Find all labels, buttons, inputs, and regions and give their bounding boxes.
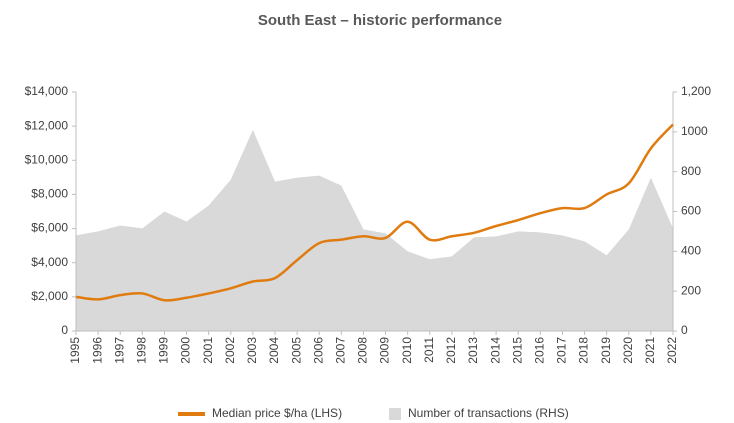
y2-tick-label: 800 <box>681 164 701 178</box>
y-tick-label: $8,000 <box>31 187 68 201</box>
x-tick-label: 2015 <box>510 337 524 364</box>
x-tick-label: 2010 <box>400 337 414 364</box>
x-tick-label: 1997 <box>112 337 126 364</box>
x-tick-label: 2011 <box>422 337 436 363</box>
y-tick-label: $12,000 <box>25 118 69 132</box>
x-tick-label: 1999 <box>157 337 171 364</box>
x-tick-label: 2003 <box>245 337 259 364</box>
chart-title: South East – historic performance <box>258 12 502 29</box>
x-tick-label: 1996 <box>90 337 104 364</box>
legend-label: Median price $/ha (LHS) <box>212 406 342 420</box>
x-tick-label: 2006 <box>311 337 325 364</box>
y2-tick-label: 0 <box>681 323 688 337</box>
line <box>75 123 674 302</box>
x-tick-label: 2007 <box>334 337 348 364</box>
x-tick-label: 2008 <box>356 337 370 364</box>
x-tick-label: 2012 <box>444 337 458 364</box>
y2-tick-label: 400 <box>681 244 701 258</box>
y2-tick-label: 600 <box>681 204 701 218</box>
x-tick-label: 2002 <box>223 337 237 364</box>
area <box>76 129 673 331</box>
x-tick-label: 2019 <box>599 337 613 364</box>
y-tick-label: $6,000 <box>31 221 68 235</box>
x-tick-label: 2004 <box>267 337 281 364</box>
x-tick-label: 2018 <box>577 337 591 364</box>
y-tick-label: $14,000 <box>25 84 69 98</box>
legend-label: Number of transactions (RHS) <box>408 406 569 420</box>
x-tick-label: 2014 <box>488 337 502 364</box>
y-tick-label: $4,000 <box>31 255 68 269</box>
legend-swatch <box>389 408 401 420</box>
x-tick-label: 2000 <box>179 337 193 364</box>
y2-tick-label: 1,200 <box>681 84 711 98</box>
y2-tick-label: 200 <box>681 283 701 297</box>
x-tick-label: 1995 <box>68 337 82 364</box>
x-tick-label: 2020 <box>621 337 635 364</box>
y2-tick-label: 1000 <box>681 124 708 138</box>
x-tick-label: 2021 <box>643 337 657 364</box>
x-tick-label: 2013 <box>466 337 480 364</box>
x-tick-label: 2016 <box>533 337 547 364</box>
x-tick-label: 2009 <box>378 337 392 364</box>
x-tick-label: 1998 <box>135 337 149 364</box>
y-tick-label: $2,000 <box>31 289 68 303</box>
y-tick-label: $10,000 <box>25 152 69 166</box>
x-tick-label: 2001 <box>201 337 215 364</box>
x-tick-label: 2022 <box>665 337 679 364</box>
x-tick-label: 2017 <box>555 337 569 364</box>
y-tick-label: 0 <box>61 323 68 337</box>
x-tick-label: 2005 <box>289 337 303 364</box>
